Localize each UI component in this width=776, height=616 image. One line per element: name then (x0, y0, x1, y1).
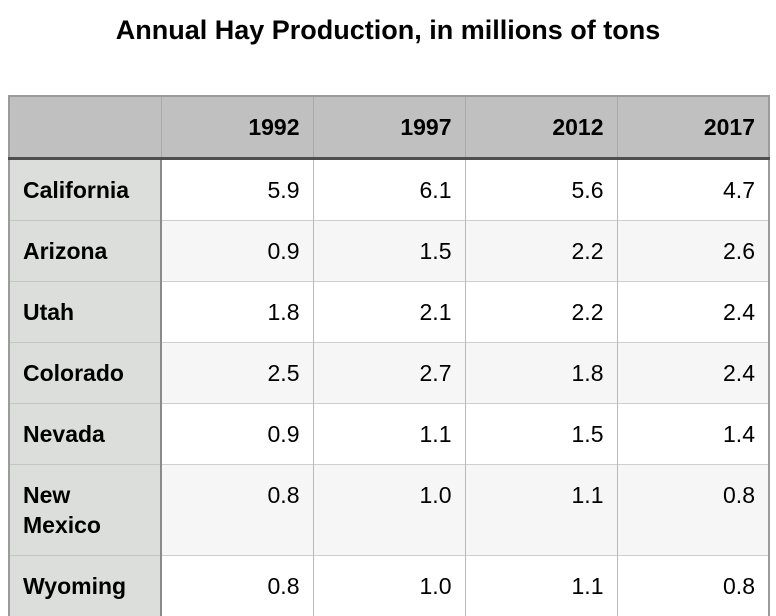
cell: 5.6 (464, 158, 617, 221)
cell: 2.4 (616, 342, 769, 404)
cell: 0.8 (616, 555, 769, 616)
column-header-2017: 2017 (616, 96, 769, 160)
cell: 2.7 (312, 342, 465, 404)
table-row-nevada: Nevada 0.9 1.1 1.5 1.4 (9, 403, 769, 465)
header-row: 1992 1997 2012 2017 (9, 96, 769, 160)
table-row-wyoming: Wyoming 0.8 1.0 1.1 0.8 (9, 555, 769, 616)
cell: 2.4 (616, 281, 769, 343)
cell: 1.8 (160, 281, 313, 343)
cell: 2.1 (312, 281, 465, 343)
cell: 0.9 (160, 403, 313, 465)
row-label: Wyoming (9, 555, 162, 616)
row-label: New Mexico (9, 464, 162, 556)
cell: 1.8 (464, 342, 617, 404)
corner-cell (9, 96, 161, 160)
column-header-2012: 2012 (464, 96, 617, 160)
table-row-california: California 5.9 6.1 5.6 4.7 (9, 158, 769, 221)
cell: 1.1 (464, 555, 617, 616)
cell: 2.2 (464, 220, 617, 282)
cell: 5.9 (160, 158, 313, 221)
cell: 1.1 (464, 464, 617, 556)
cell: 0.9 (160, 220, 313, 282)
row-label: Colorado (9, 342, 162, 404)
cell: 0.8 (616, 464, 769, 556)
cell: 1.1 (312, 403, 465, 465)
cell: 4.7 (616, 158, 769, 221)
cell: 2.6 (616, 220, 769, 282)
column-header-1992: 1992 (160, 96, 313, 160)
table-row-new-mexico: New Mexico 0.8 1.0 1.1 0.8 (9, 464, 769, 556)
cell: 2.2 (464, 281, 617, 343)
cell: 1.5 (464, 403, 617, 465)
page-title: Annual Hay Production, in millions of to… (115, 15, 661, 45)
cell: 1.0 (312, 464, 465, 556)
row-label: Arizona (9, 220, 162, 282)
hay-production-table: 1992 1997 2012 2017 California 5.9 6.1 5… (8, 95, 770, 616)
row-label: Nevada (9, 403, 162, 465)
column-header-1997: 1997 (312, 96, 465, 160)
row-label: California (9, 158, 162, 221)
cell: 0.8 (160, 555, 313, 616)
table-row-arizona: Arizona 0.9 1.5 2.2 2.6 (9, 220, 769, 282)
cell: 1.0 (312, 555, 465, 616)
table-row-utah: Utah 1.8 2.1 2.2 2.4 (9, 281, 769, 343)
row-label: Utah (9, 281, 162, 343)
cell: 1.4 (616, 403, 769, 465)
cell: 2.5 (160, 342, 313, 404)
table-row-colorado: Colorado 2.5 2.7 1.8 2.4 (9, 342, 769, 404)
cell: 1.5 (312, 220, 465, 282)
cell: 0.8 (160, 464, 313, 556)
cell: 6.1 (312, 158, 465, 221)
